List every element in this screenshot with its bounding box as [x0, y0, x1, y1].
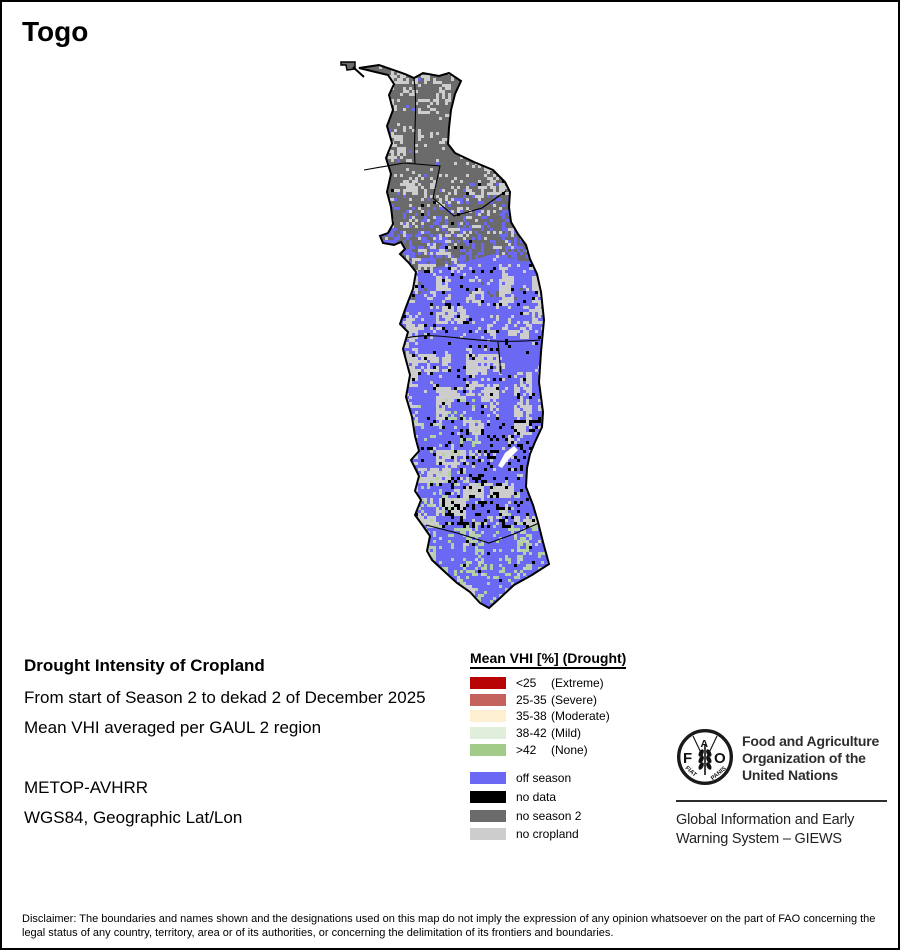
map-subtitle: Drought Intensity of Cropland [24, 656, 265, 675]
legend-swatch-extreme [470, 677, 506, 690]
legend-swatch-no-data [470, 791, 506, 803]
fao-name-line: Food and Agriculture [742, 733, 880, 749]
fao-letter-o: O [714, 750, 726, 767]
legend-row-mild: 38-42 (Mild) [470, 725, 680, 742]
legend-label: no season 2 [516, 808, 582, 823]
legend-row-severe: 25-35 (Severe) [470, 692, 680, 709]
legend-row-no-season-2: no season 2 [470, 806, 680, 825]
legend-swatch-moderate [470, 710, 506, 723]
legend-value: 25-35 [516, 692, 547, 707]
togo-drought-map [338, 58, 560, 612]
legend-swatch-none [470, 743, 506, 756]
giews-line: Warning System – GIEWS [676, 831, 842, 847]
fao-name-line: United Nations [742, 767, 838, 783]
togo-map-svg [340, 61, 551, 610]
map-method: Mean VHI averaged per GAUL 2 region [24, 718, 322, 737]
legend-row-off-season: off season [470, 769, 680, 788]
legend-value: 38-42 [516, 726, 547, 741]
giews-line: Global Information and Early [676, 812, 855, 828]
legend-class-name: (Moderate) [551, 709, 610, 724]
legend-class-name: (Mild) [551, 726, 581, 741]
legend-swatch-mild [470, 727, 506, 740]
legend-extra-rows: off season no data no season 2 no cropla… [470, 769, 680, 844]
legend-row-none: >42 (None) [470, 741, 680, 758]
giews-name: Global Information and Early Warning Sys… [676, 811, 854, 849]
legend-class-rows: <25 (Extreme) 25-35 (Severe) 35-38 (Mode… [470, 675, 680, 758]
legend-class-name: (None) [551, 742, 588, 757]
legend-row-moderate: 35-38 (Moderate) [470, 708, 680, 725]
legend-row-no-cropland: no cropland [470, 825, 680, 844]
legend-value: <25 [516, 676, 537, 691]
fao-letter-a: A [701, 738, 709, 750]
legend-label: no data [516, 790, 557, 804]
legend: Mean VHI [%] (Drought) <25 (Extreme) 25-… [470, 650, 680, 844]
country-outline [358, 63, 551, 610]
legend-value: 35-38 [516, 709, 547, 724]
legend-label: off season [516, 771, 572, 786]
legend-class-name: (Extreme) [551, 676, 604, 691]
legend-value: >42 [516, 742, 537, 757]
fao-org-name: Food and Agriculture Organization of the… [742, 733, 879, 784]
map-projection: WGS84, Geographic Lat/Lon [24, 808, 243, 827]
legend-swatch-off-season [470, 772, 506, 785]
legend-row-extreme: <25 (Extreme) [470, 675, 680, 692]
map-sensor: METOP-AVHRR [24, 778, 149, 797]
disclaimer-text: Disclaimer: The boundaries and names sho… [22, 913, 876, 939]
legend-swatch-no-season-2 [470, 809, 506, 822]
legend-label: no cropland [516, 827, 579, 842]
legend-swatch-severe [470, 693, 506, 706]
fao-logo-icon: F A O FIAT PANIS [676, 728, 734, 791]
border-neck [352, 66, 365, 78]
enclave-box [340, 61, 356, 71]
fao-divider [676, 800, 887, 802]
legend-swatch-no-cropland [470, 828, 506, 841]
fao-letter-f: F [683, 750, 692, 767]
legend-title: Mean VHI [%] (Drought) [470, 650, 627, 669]
admin-boundaries [363, 78, 541, 544]
fao-name-line: Organization of the [742, 750, 866, 766]
legend-class-name: (Severe) [551, 692, 598, 707]
page-title: Togo [22, 16, 89, 47]
legend-row-no-data: no data [470, 788, 680, 807]
map-period: From start of Season 2 to dekad 2 of Dec… [24, 688, 426, 707]
